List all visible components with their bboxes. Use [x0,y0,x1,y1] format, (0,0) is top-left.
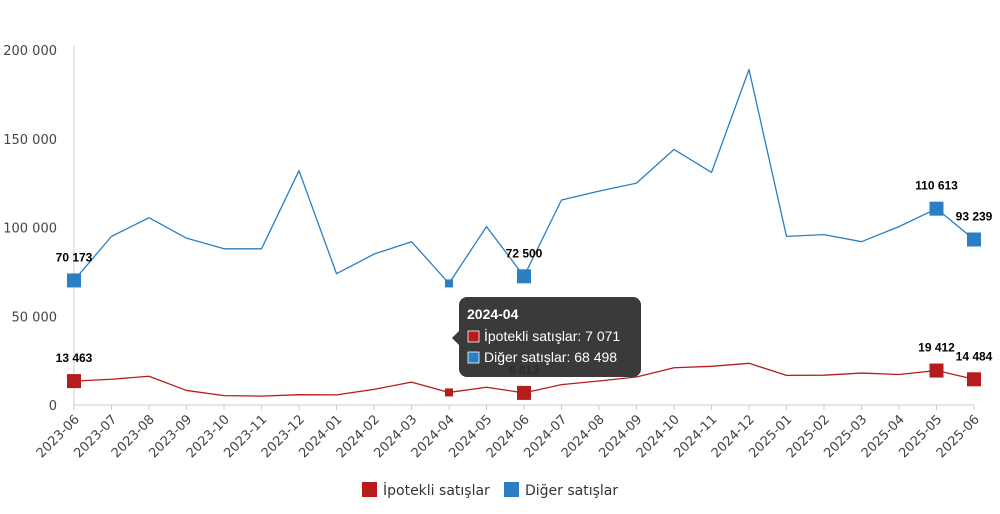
data-point-marker[interactable] [967,232,981,247]
legend-swatch [504,482,519,497]
data-label: 14 484 [956,349,993,363]
y-tick-label: 200 000 [3,44,57,59]
legend-swatch [362,482,377,497]
tooltip-background [459,297,641,377]
tooltip: 2024-04 İpotekli satışlar: 7 071 Diğer sat… [452,297,641,377]
data-label: 70 173 [56,250,93,264]
data-point-marker[interactable] [929,363,944,378]
y-tick-label: 50 000 [12,310,58,325]
tooltip-row-text: Diğer satışlar: 68 498 [484,349,617,365]
data-point-marker[interactable] [517,385,531,400]
data-label: 110 613 [915,179,958,193]
data-label: 13 463 [56,351,93,365]
data-label: 93 239 [956,210,993,224]
tooltip-box: 2024-04 İpotekli satışlar: 7 071 Diğer sat… [452,297,641,377]
series-layer [67,68,981,400]
tooltip-title: 2024-04 [467,306,519,322]
legend: İpotekli satışlar Diğer satışlar [362,481,618,499]
data-point-marker[interactable] [517,269,531,284]
legend-item-1[interactable]: Diğer satışlar [504,482,618,499]
hover-point-marker[interactable] [445,388,453,397]
legend-item-0[interactable]: İpotekli satışlar [362,481,490,499]
tooltip-row-text: İpotekli satışlar: 7 071 [484,327,620,344]
tooltip-pointer [452,331,459,345]
y-tick-label: 100 000 [3,222,57,237]
legend-label: Diğer satışlar [525,483,618,499]
legend-label: İpotekli satışlar [383,481,490,499]
hover-point-marker[interactable] [445,279,453,288]
data-point-marker[interactable] [67,273,81,288]
data-point-marker[interactable] [967,372,981,387]
data-label: 19 412 [918,341,955,355]
data-point-marker[interactable] [67,374,81,389]
tooltip-swatch [467,330,480,343]
tooltip-swatch [467,351,480,364]
data-point-marker[interactable] [929,201,944,216]
data-label: 72 500 [506,246,543,260]
y-tick-label: 0 [49,399,57,414]
y-tick-label: 150 000 [3,133,57,148]
